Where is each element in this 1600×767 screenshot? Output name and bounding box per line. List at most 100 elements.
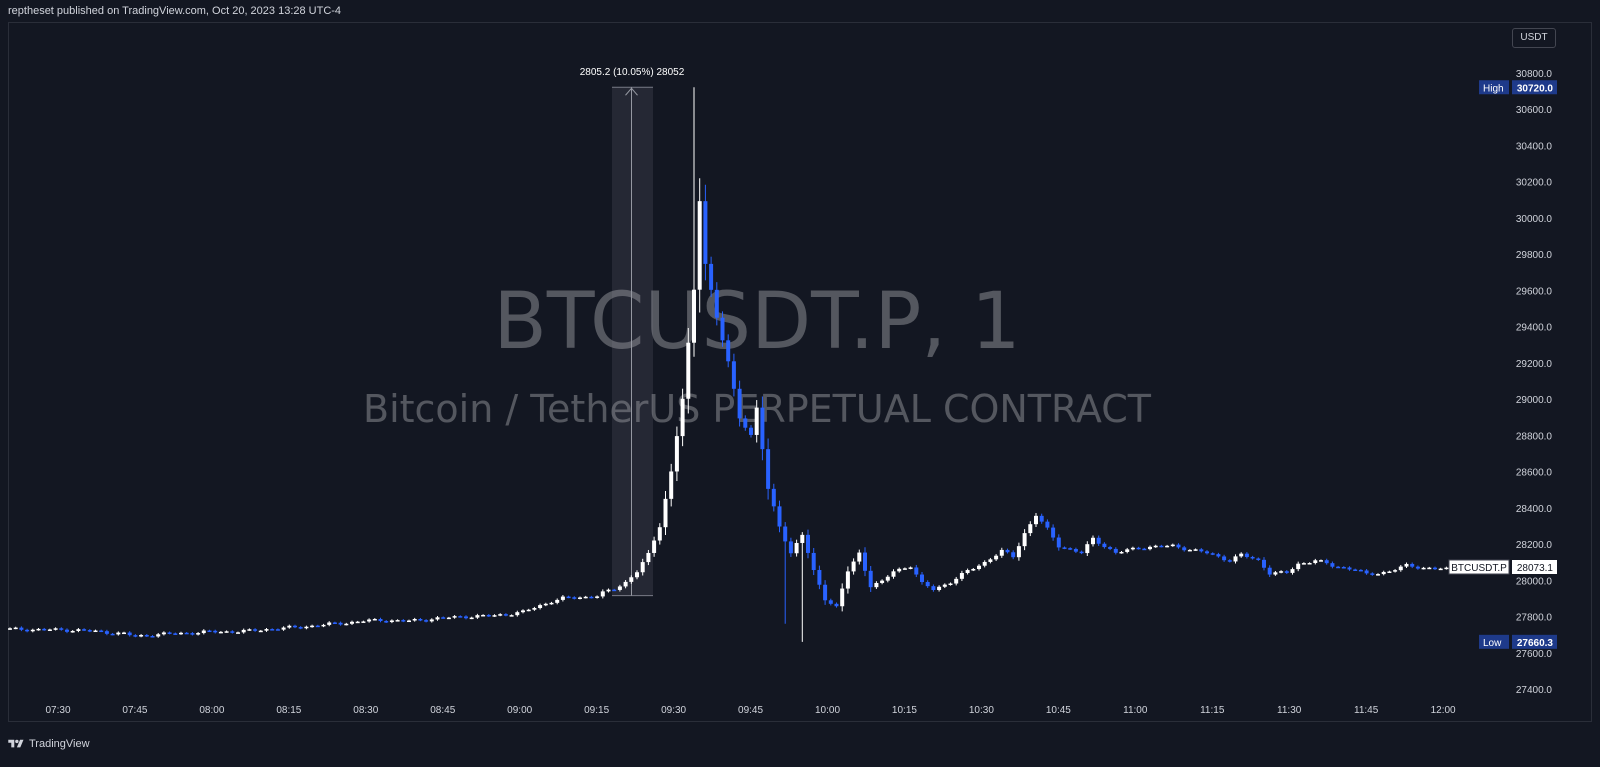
- candle: [1284, 570, 1289, 575]
- candle: [1142, 547, 1147, 551]
- candle: [1398, 564, 1403, 572]
- candle: [355, 620, 360, 624]
- candle: [446, 616, 451, 620]
- tradingview-logo[interactable]: TradingView: [8, 738, 90, 750]
- candle: [1062, 546, 1067, 550]
- candle: [293, 624, 297, 629]
- candle: [99, 629, 104, 633]
- measure-arrow-head: [625, 87, 638, 96]
- price-badge: Low 27660.3: [1479, 634, 1557, 649]
- candle: [190, 632, 195, 636]
- footer-bar: TradingView: [0, 727, 1600, 767]
- y-tick-label: 27400.0: [1516, 685, 1553, 696]
- candle: [110, 632, 115, 636]
- candle: [1130, 546, 1135, 551]
- x-tick-label: 10:30: [969, 705, 994, 716]
- candle: [1022, 529, 1027, 551]
- candle: [241, 628, 246, 634]
- candle: [161, 631, 166, 636]
- x-tick-label: 09:30: [661, 705, 686, 716]
- candle: [1125, 547, 1130, 554]
- candle: [749, 425, 753, 438]
- candle: [481, 614, 486, 617]
- measure-box[interactable]: [612, 87, 653, 596]
- badge-label: High: [1483, 83, 1504, 94]
- y-tick-label: 30400.0: [1516, 141, 1553, 152]
- candle: [418, 617, 423, 622]
- candle: [532, 606, 537, 611]
- candle: [1324, 558, 1329, 565]
- candle: [925, 580, 930, 588]
- candle: [692, 87, 696, 357]
- candle: [874, 581, 879, 589]
- y-tick-label: 29000.0: [1516, 395, 1553, 406]
- candle: [646, 549, 651, 566]
- candle: [247, 628, 252, 631]
- candle: [1222, 554, 1227, 562]
- candle: [1262, 557, 1266, 571]
- candle: [1159, 544, 1164, 548]
- candle: [1153, 544, 1158, 548]
- candle: [686, 327, 691, 414]
- candle: [937, 585, 942, 592]
- candle: [1102, 542, 1107, 549]
- candle: [766, 438, 771, 500]
- candle: [1096, 535, 1101, 546]
- candle: [566, 595, 571, 599]
- candle: [424, 619, 429, 623]
- candle: [777, 500, 782, 533]
- candle: [754, 400, 759, 443]
- currency-button[interactable]: USDT: [1512, 28, 1556, 48]
- price-range-measure[interactable]: 2805.2 (10.05%) 28052: [580, 67, 685, 597]
- candle: [1410, 562, 1415, 569]
- candle: [122, 631, 126, 635]
- candle: [104, 629, 109, 636]
- candle: [1193, 548, 1198, 551]
- candle: [1210, 552, 1215, 556]
- candle: [1136, 546, 1141, 550]
- candle: [179, 631, 183, 635]
- candle: [674, 426, 679, 482]
- last-price-badge: BTCUSDT.P 28073.1: [1448, 559, 1557, 575]
- candle: [788, 537, 793, 557]
- candle: [652, 536, 657, 557]
- candle: [1091, 535, 1095, 547]
- candle: [828, 598, 833, 606]
- candle: [845, 566, 850, 594]
- candle: [264, 627, 269, 632]
- candle: [315, 624, 320, 628]
- candle: [13, 626, 18, 630]
- candle: [1256, 557, 1261, 561]
- candle: [572, 596, 577, 600]
- price-axis[interactable]: 27400.0 27600.0 27800.0 28000.0 28200.0 28400…: [1516, 69, 1553, 696]
- candle: [1187, 549, 1192, 552]
- candle: [583, 595, 588, 599]
- candle: [771, 483, 776, 512]
- candle: [1199, 548, 1204, 553]
- candle: [720, 311, 725, 347]
- candle: [1216, 552, 1221, 558]
- candle: [1016, 542, 1021, 561]
- candle: [230, 630, 235, 634]
- y-tick-label: 29200.0: [1516, 359, 1553, 370]
- candle: [794, 539, 799, 557]
- candle: [36, 627, 41, 631]
- x-tick-label: 11:45: [1354, 705, 1379, 716]
- candle: [1347, 566, 1352, 571]
- badge-value: 27660.3: [1517, 638, 1554, 649]
- candle: [156, 632, 161, 638]
- candle: [207, 629, 212, 633]
- candle: [1233, 554, 1238, 564]
- candle: [578, 596, 582, 600]
- candle: [441, 616, 446, 619]
- candle: [435, 616, 440, 621]
- time-axis[interactable]: 07:30 07:45 08:00 08:15 08:30 08:45 09:00 09:15…: [45, 705, 1456, 716]
- candle: [954, 576, 959, 586]
- candle: [1079, 550, 1084, 555]
- chart-frame[interactable]: [8, 22, 1592, 722]
- candle: [857, 549, 862, 565]
- candle: [1176, 543, 1181, 549]
- y-tick-label: 29600.0: [1516, 286, 1553, 297]
- candlestick-chart[interactable]: BTCUSDT.P, 1 Bitcoin / TetherUS PERPETUA…: [0, 0, 1600, 727]
- candle: [948, 582, 953, 586]
